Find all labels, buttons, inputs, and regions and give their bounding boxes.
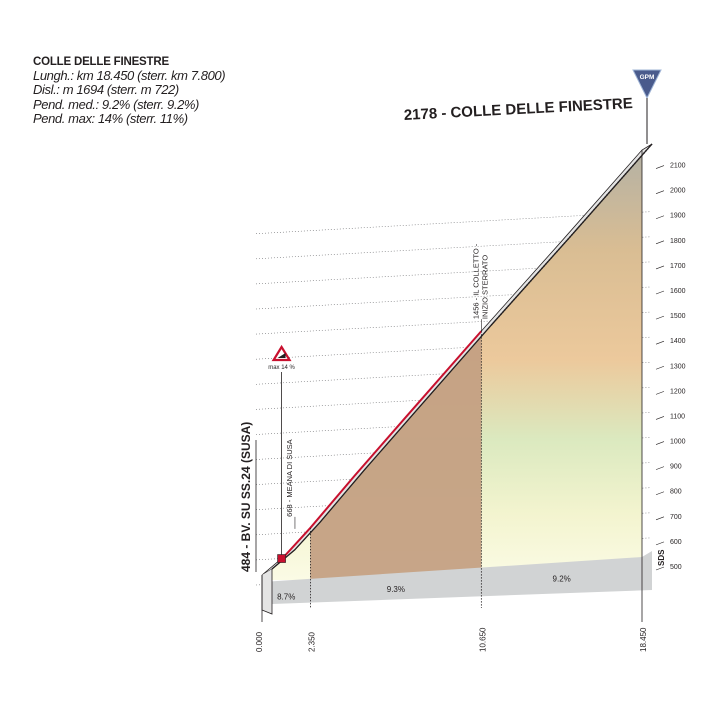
y-tick-label: 900 — [670, 464, 682, 471]
y-tick — [655, 190, 665, 194]
y-tick — [655, 466, 665, 470]
sds-tag: SDS — [657, 549, 666, 566]
km-marker-label: 10.650 — [478, 627, 487, 652]
y-tick — [655, 541, 665, 546]
y-tick-label: 1700 — [670, 263, 686, 270]
profile-end-face — [261, 569, 273, 615]
y-axis-ticks: 500 600 700 800 900 1000 1100 1200 1300 1400 1500 1… — [655, 163, 686, 571]
y-tick — [655, 566, 665, 571]
y-tick — [655, 416, 665, 420]
y-tick — [655, 240, 665, 245]
y-tick — [655, 165, 665, 169]
max-gradient-line: Pend. max: 14% (sterr. 11%) — [33, 111, 188, 127]
gradient-labels: 8.7% 9.3% 9.2% — [277, 574, 571, 601]
y-tick-label: 1800 — [670, 238, 686, 245]
km-marker-label: 2.350 — [307, 631, 316, 652]
km-marker-label: 0.000 — [255, 631, 264, 652]
y-tick-label: 2000 — [670, 188, 686, 195]
y-tick-label: 2100 — [670, 163, 686, 170]
y-tick — [655, 441, 665, 445]
y-tick — [655, 315, 665, 320]
profile-outline — [271, 143, 653, 570]
y-tick — [655, 491, 665, 496]
incline-icon — [277, 353, 286, 358]
y-tick-label: 1900 — [670, 213, 686, 220]
y-tick-label: 1200 — [670, 388, 686, 395]
y-tick — [655, 391, 665, 395]
average-gradient-line: Pend. med.: 9.2% (sterr. 9.2%) — [33, 96, 199, 112]
annotations: 668 - MEANA DI SUSA 1456 - IL COLLETTO -I… — [255, 243, 489, 572]
warning-triangle-icon — [271, 344, 292, 362]
max-gradient-badge: max 14 % — [268, 344, 296, 563]
y-tick-label: 700 — [670, 514, 682, 521]
x-markers: 0.000 2.350 10.650 18.450 — [255, 150, 648, 652]
y-tick-label: 1000 — [670, 439, 686, 446]
y-tick — [655, 265, 665, 270]
y-tick — [655, 340, 665, 345]
y-tick-label: 1400 — [670, 338, 686, 345]
gpm-badge-text: GPM — [640, 74, 655, 81]
gradient-label: 9.3% — [387, 585, 405, 594]
y-tick-label: 500 — [670, 564, 682, 571]
climb-info-panel: COLLE DELLE FINESTRE Lungh.: km 18.450 (… — [33, 56, 273, 127]
y-tick-label: 800 — [670, 489, 682, 496]
y-tick-label: 1300 — [670, 363, 686, 370]
km-marker-label: 18.450 — [639, 627, 648, 652]
y-tick — [655, 215, 665, 220]
y-tick-label: 1600 — [670, 288, 686, 295]
start-label: 484 - BV. SU SS.24 (SUSA) — [239, 422, 253, 572]
max-gradient-text: max 14 % — [268, 365, 295, 371]
gradient-label: 9.2% — [553, 574, 571, 583]
profile-base-band — [262, 551, 652, 610]
summit-label: 2178 - COLLE DELLE FINESTRE — [403, 95, 633, 124]
elevation-gain-line: Disl.: m 1694 (sterr. m 722) — [33, 82, 179, 98]
gpm-badge: GPM — [632, 69, 662, 144]
y-tick-label: 1500 — [670, 313, 686, 320]
gradient-label: 8.7% — [277, 592, 295, 601]
length-line: Lungh.: km 18.450 (sterr. km 7.800) — [33, 68, 226, 83]
gpm-triangle-icon — [632, 69, 662, 100]
annotation-label-2: INIZIO STERRATO — [480, 255, 489, 319]
annotation-label: 1456 - IL COLLETTO - — [471, 243, 480, 319]
max-point-marker — [277, 554, 286, 563]
y-tick — [655, 516, 665, 521]
climb-title: COLLE DELLE FINESTRE — [33, 56, 169, 68]
y-tick-label: 600 — [670, 539, 682, 546]
y-tick-label: 1100 — [670, 413, 685, 420]
y-tick — [655, 365, 665, 370]
annotation-label: 668 - MEANA DI SUSA — [285, 439, 294, 517]
gravel-section-edge — [490, 143, 653, 326]
y-tick — [655, 290, 665, 295]
